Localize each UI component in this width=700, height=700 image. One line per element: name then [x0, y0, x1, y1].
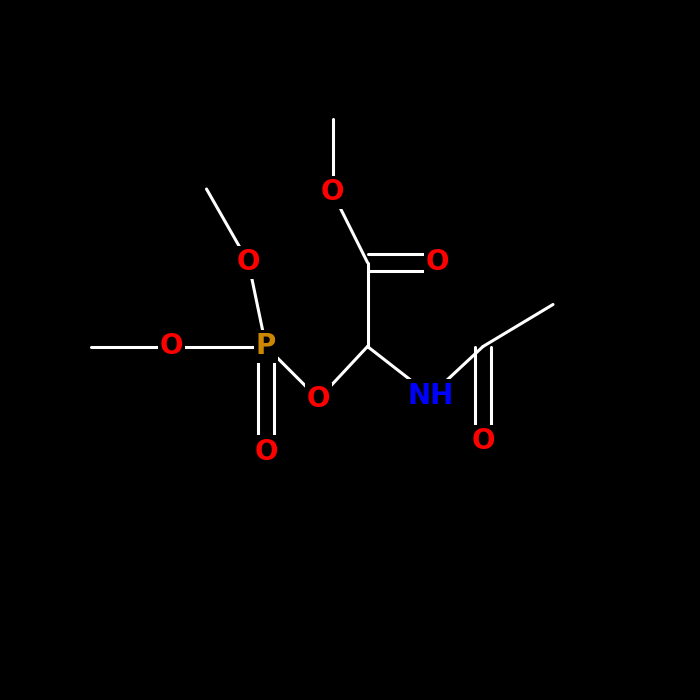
Text: NH: NH	[407, 382, 454, 409]
Text: O: O	[254, 438, 278, 466]
Text: O: O	[471, 427, 495, 455]
Text: O: O	[321, 178, 344, 206]
Text: O: O	[426, 248, 449, 276]
Text: O: O	[307, 385, 330, 413]
Text: O: O	[237, 248, 260, 276]
Text: O: O	[160, 332, 183, 360]
Text: P: P	[256, 332, 276, 360]
